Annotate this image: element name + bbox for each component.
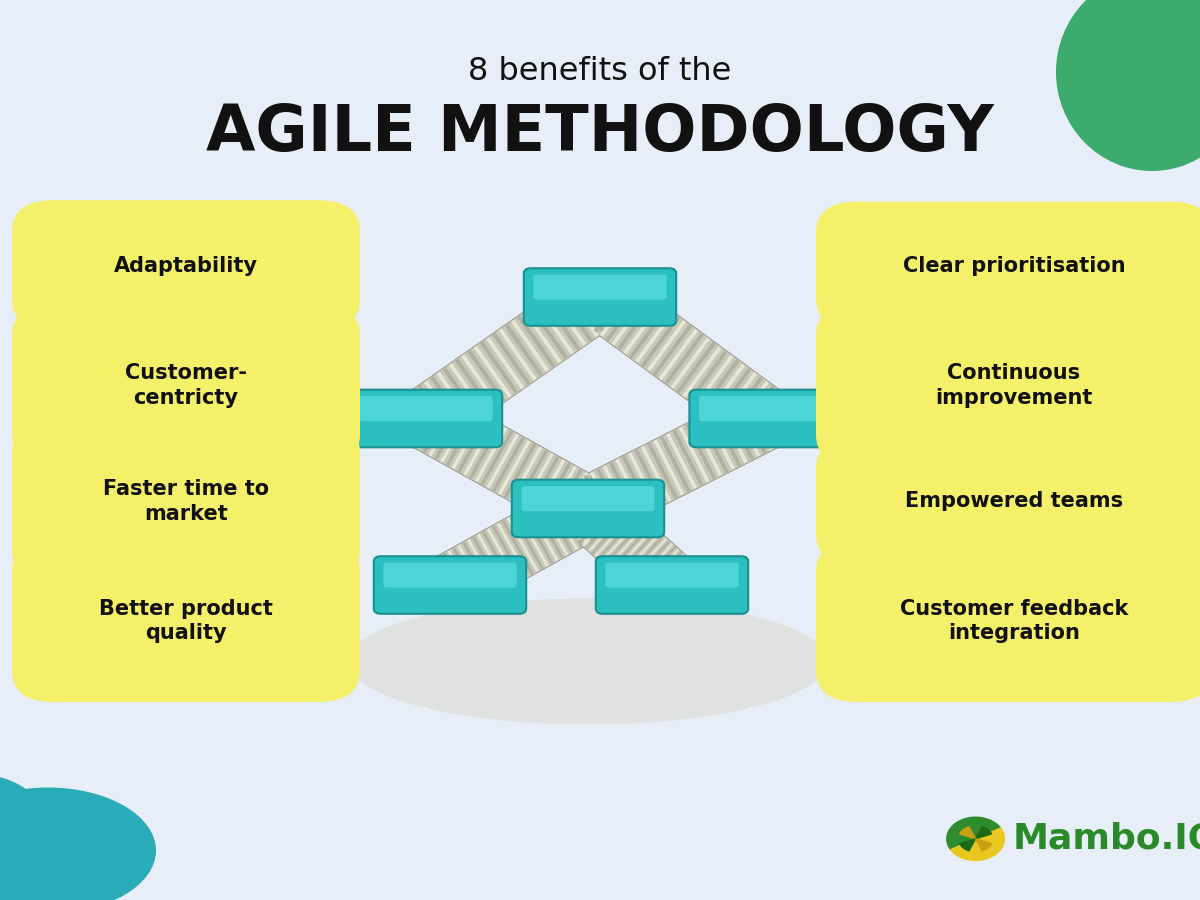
FancyBboxPatch shape xyxy=(816,437,1200,565)
FancyBboxPatch shape xyxy=(698,396,833,421)
FancyBboxPatch shape xyxy=(816,540,1200,702)
FancyBboxPatch shape xyxy=(523,268,677,326)
Text: Continuous
improvement: Continuous improvement xyxy=(935,363,1093,408)
FancyBboxPatch shape xyxy=(521,486,655,511)
Ellipse shape xyxy=(348,598,828,724)
FancyBboxPatch shape xyxy=(816,304,1200,466)
Text: Customer feedback
integration: Customer feedback integration xyxy=(900,598,1128,644)
FancyBboxPatch shape xyxy=(512,480,665,537)
FancyBboxPatch shape xyxy=(12,540,360,702)
Text: Faster time to
market: Faster time to market xyxy=(103,479,269,524)
FancyBboxPatch shape xyxy=(596,556,749,614)
Ellipse shape xyxy=(0,774,48,882)
Polygon shape xyxy=(976,827,991,839)
FancyBboxPatch shape xyxy=(12,201,360,331)
FancyBboxPatch shape xyxy=(350,390,503,447)
Text: 8 benefits of the: 8 benefits of the xyxy=(468,57,732,87)
Polygon shape xyxy=(960,827,976,839)
Text: Clear prioritisation: Clear prioritisation xyxy=(902,256,1126,275)
FancyBboxPatch shape xyxy=(533,274,667,300)
Text: Adaptability: Adaptability xyxy=(114,256,258,275)
FancyBboxPatch shape xyxy=(606,562,739,588)
FancyBboxPatch shape xyxy=(374,556,527,614)
Text: Empowered teams: Empowered teams xyxy=(905,491,1123,511)
FancyBboxPatch shape xyxy=(12,420,360,582)
Ellipse shape xyxy=(1116,0,1200,140)
Ellipse shape xyxy=(1056,0,1200,171)
Ellipse shape xyxy=(0,788,156,900)
Polygon shape xyxy=(976,839,991,850)
Text: AGILE METHODOLOGY: AGILE METHODOLOGY xyxy=(206,103,994,164)
Polygon shape xyxy=(950,828,1004,860)
FancyBboxPatch shape xyxy=(360,396,492,421)
FancyBboxPatch shape xyxy=(816,202,1200,329)
FancyBboxPatch shape xyxy=(384,562,517,588)
Text: Customer-
centricty: Customer- centricty xyxy=(125,363,247,408)
Polygon shape xyxy=(960,839,976,850)
FancyBboxPatch shape xyxy=(12,304,360,466)
Text: Better product
quality: Better product quality xyxy=(100,598,272,644)
FancyBboxPatch shape xyxy=(689,390,842,447)
Text: Mambo.IO: Mambo.IO xyxy=(1013,822,1200,856)
Polygon shape xyxy=(947,817,1001,850)
